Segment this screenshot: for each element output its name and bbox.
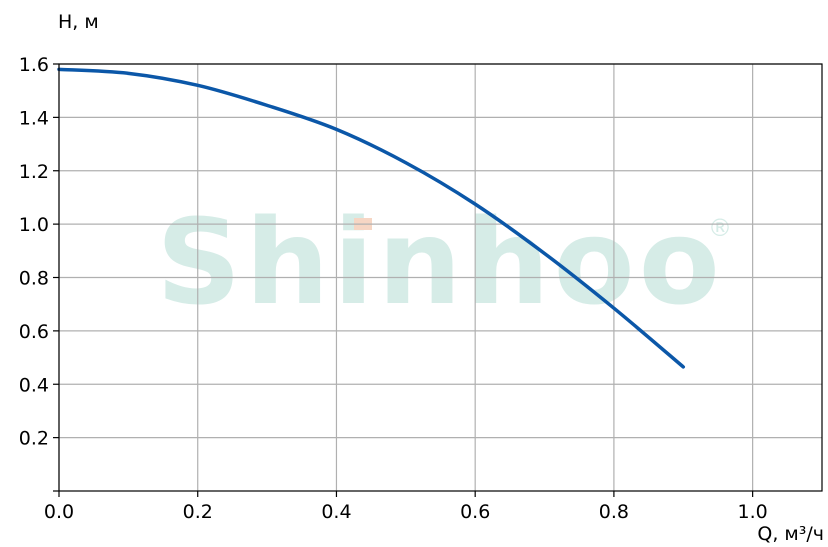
y-tick-label: 1.6 bbox=[19, 54, 49, 76]
y-tick-label: 0.8 bbox=[19, 268, 49, 290]
y-tick-label: 0.6 bbox=[19, 321, 49, 343]
x-tick-label: 0.8 bbox=[599, 501, 629, 523]
y-tick-label: 1.2 bbox=[19, 161, 49, 183]
y-tick-label: 0.2 bbox=[19, 428, 49, 450]
x-axis: 0.0 0.2 0.4 0.6 0.8 1.0 bbox=[44, 491, 768, 523]
x-tick-label: 0.4 bbox=[321, 501, 351, 523]
x-tick-label: 0.2 bbox=[183, 501, 213, 523]
x-tick-label: 0.0 bbox=[44, 501, 74, 523]
y-tick-label: 1.4 bbox=[19, 107, 49, 129]
watermark-logo: Shinhoo® bbox=[156, 193, 732, 331]
watermark-text: Shinhoo bbox=[156, 193, 724, 331]
x-tick-label: 1.0 bbox=[738, 501, 768, 523]
y-axis-label: H, м bbox=[58, 11, 99, 33]
x-axis-label: Q, м³/ч bbox=[757, 523, 824, 545]
series-layer bbox=[57, 67, 686, 369]
y-tick-label: 0.4 bbox=[19, 374, 49, 396]
watermark-registered-mark: ® bbox=[708, 214, 732, 242]
grid bbox=[58, 63, 822, 491]
x-tick-label: 0.6 bbox=[460, 501, 490, 523]
y-tick-label: 1.0 bbox=[19, 214, 49, 236]
y-axis: 0.2 0.4 0.6 0.8 1.0 1.2 1.4 1.6 bbox=[19, 54, 59, 492]
series-line bbox=[57, 67, 686, 369]
